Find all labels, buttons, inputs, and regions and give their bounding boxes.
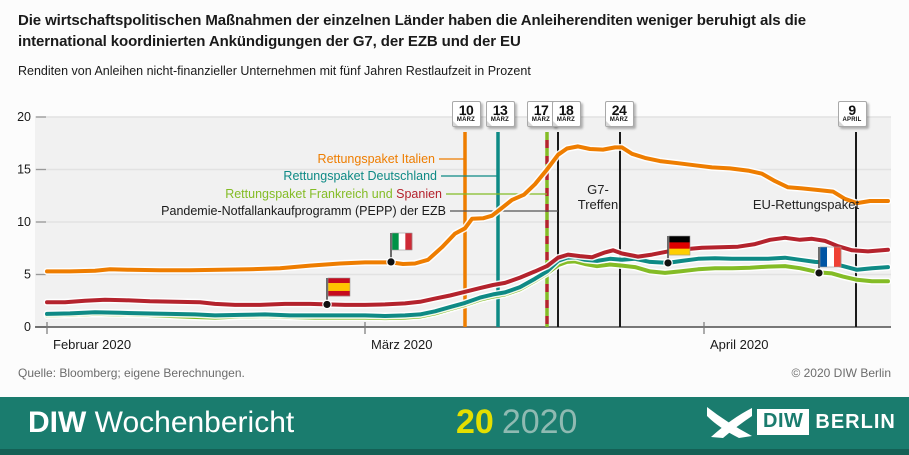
logo-diw-text: DIW	[757, 409, 810, 435]
france-flag-icon	[834, 247, 842, 267]
copyright-note: © 2020 DIW Berlin	[791, 366, 891, 380]
france-flag-border	[819, 246, 842, 268]
diw-berlin-logo: DIW BERLIN	[706, 405, 896, 439]
y-axis-label: 15	[17, 163, 31, 177]
series-line	[45, 255, 890, 318]
title-line-1: Die wirtschaftspolitischen Maßnahmen der…	[18, 12, 806, 29]
issue-number: 20	[456, 403, 494, 441]
flag-anchor-dot	[386, 257, 396, 267]
france-flag-icon	[820, 247, 828, 267]
y-axis-label: 0	[24, 320, 31, 334]
brand-diw: DIW	[28, 406, 87, 439]
spain-flag-icon	[328, 283, 350, 292]
page-title: Die wirtschaftspolitischen Maßnahmen der…	[18, 10, 903, 52]
flag-anchor-dot	[322, 299, 332, 310]
y-axis-label: 20	[17, 110, 31, 124]
chart-subtitle: Renditen von Anleihen nicht-finanzieller…	[18, 64, 531, 78]
germany-flag-icon	[669, 248, 690, 256]
y-axis-label: 5	[24, 268, 31, 282]
germany-flag-border	[668, 235, 691, 256]
diw-swoosh-icon	[707, 407, 752, 438]
publication-brand: DIW Wochenbericht	[28, 406, 294, 440]
spain-flag-icon	[328, 290, 350, 297]
flag-anchor-dot	[663, 258, 673, 268]
france-flag-icon	[827, 247, 835, 267]
y-axis-label: 10	[17, 215, 31, 229]
germany-flag-icon	[669, 242, 690, 249]
series-line	[45, 144, 890, 274]
germany-flag-icon	[669, 236, 690, 243]
footer-band: DIW Wochenbericht 20 2020 DIW BERLIN	[0, 397, 909, 455]
italy-flag-icon	[405, 233, 413, 250]
italy-flag-icon	[392, 233, 399, 250]
x-axis-label: März 2020	[371, 337, 432, 352]
series-line	[45, 235, 890, 307]
x-axis-label: April 2020	[710, 337, 769, 352]
italy-flag-border	[391, 232, 413, 251]
italy-flag-icon	[398, 233, 406, 250]
flag-anchor-dot	[814, 268, 824, 278]
spain-flag-icon	[328, 278, 350, 284]
logo-berlin-text: BERLIN	[815, 410, 896, 433]
issue-year: 2020	[501, 403, 578, 441]
issue-label: 20 2020	[456, 403, 577, 442]
source-note: Quelle: Bloomberg; eigene Berechnungen.	[18, 366, 245, 380]
x-axis-label: Februar 2020	[53, 337, 131, 352]
brand-wochenbericht: Wochenbericht	[94, 406, 295, 439]
spain-flag-border	[327, 277, 351, 297]
title-line-2: international koordinierten Ankündigunge…	[18, 33, 521, 50]
